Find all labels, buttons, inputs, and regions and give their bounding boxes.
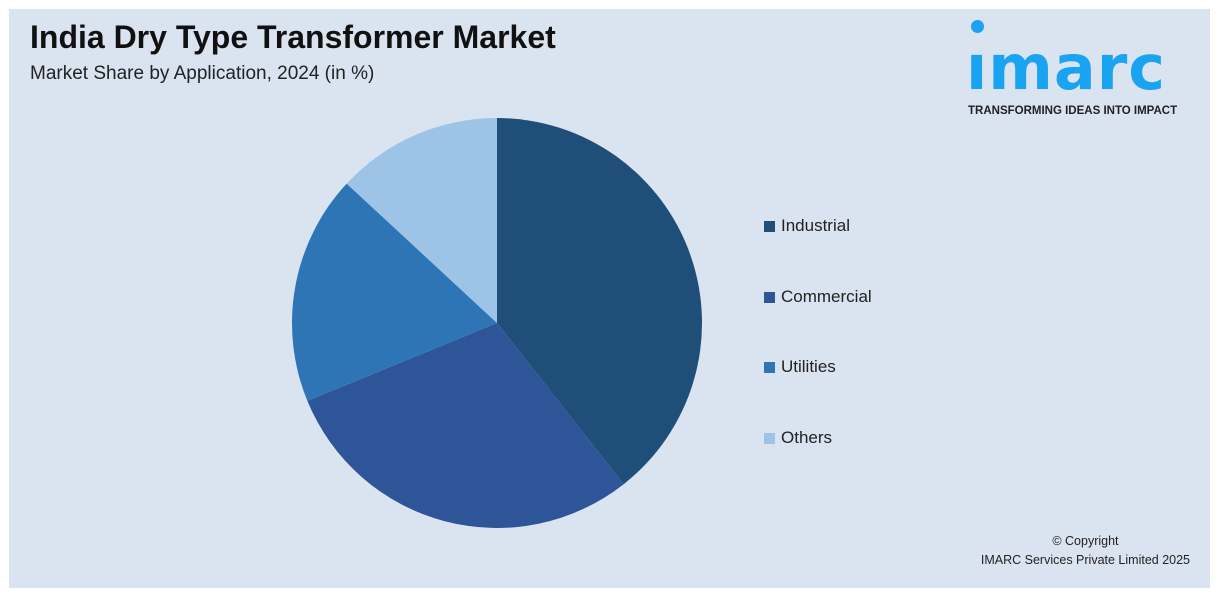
legend-item-utilities: Utilities [764, 357, 836, 377]
pie-slice-utilities [291, 183, 497, 401]
legend-item-others: Others [764, 428, 832, 448]
chart-title: India Dry Type Transformer Market [30, 19, 556, 55]
legend-item-commercial: Commercial [764, 287, 872, 307]
legend-swatch [764, 291, 775, 303]
legend-swatch [764, 432, 775, 444]
legend-swatch [764, 220, 775, 232]
legend-item-industrial: Industrial [764, 216, 850, 236]
legend-label: Others [781, 428, 833, 447]
legend-label: Industrial [781, 216, 850, 235]
pie-slice-commercial [307, 323, 624, 528]
legend-label: Commercial [781, 287, 872, 306]
pie-slice-others [346, 118, 497, 323]
copyright-line1: © Copyright [1052, 534, 1119, 548]
logo-dot-icon [971, 20, 984, 33]
logo-tagline: TRANSFORMING IDEAS INTO IMPACT [968, 105, 1178, 117]
chart-subtitle: Market Share by Application, 2024 (in %) [30, 63, 375, 84]
legend-swatch [764, 361, 775, 373]
legend-label: Utilities [781, 357, 836, 376]
imarc-logo: ımarc TRANSFORMING IDEAS INTO IMPACT [962, 14, 1202, 122]
logo-word: ımarc [966, 31, 1167, 104]
copyright-line2: IMARC Services Private Limited 2025 [980, 553, 1190, 567]
pie-slice-industrial [497, 118, 702, 485]
copyright: © Copyright IMARC Services Private Limit… [981, 532, 1190, 570]
